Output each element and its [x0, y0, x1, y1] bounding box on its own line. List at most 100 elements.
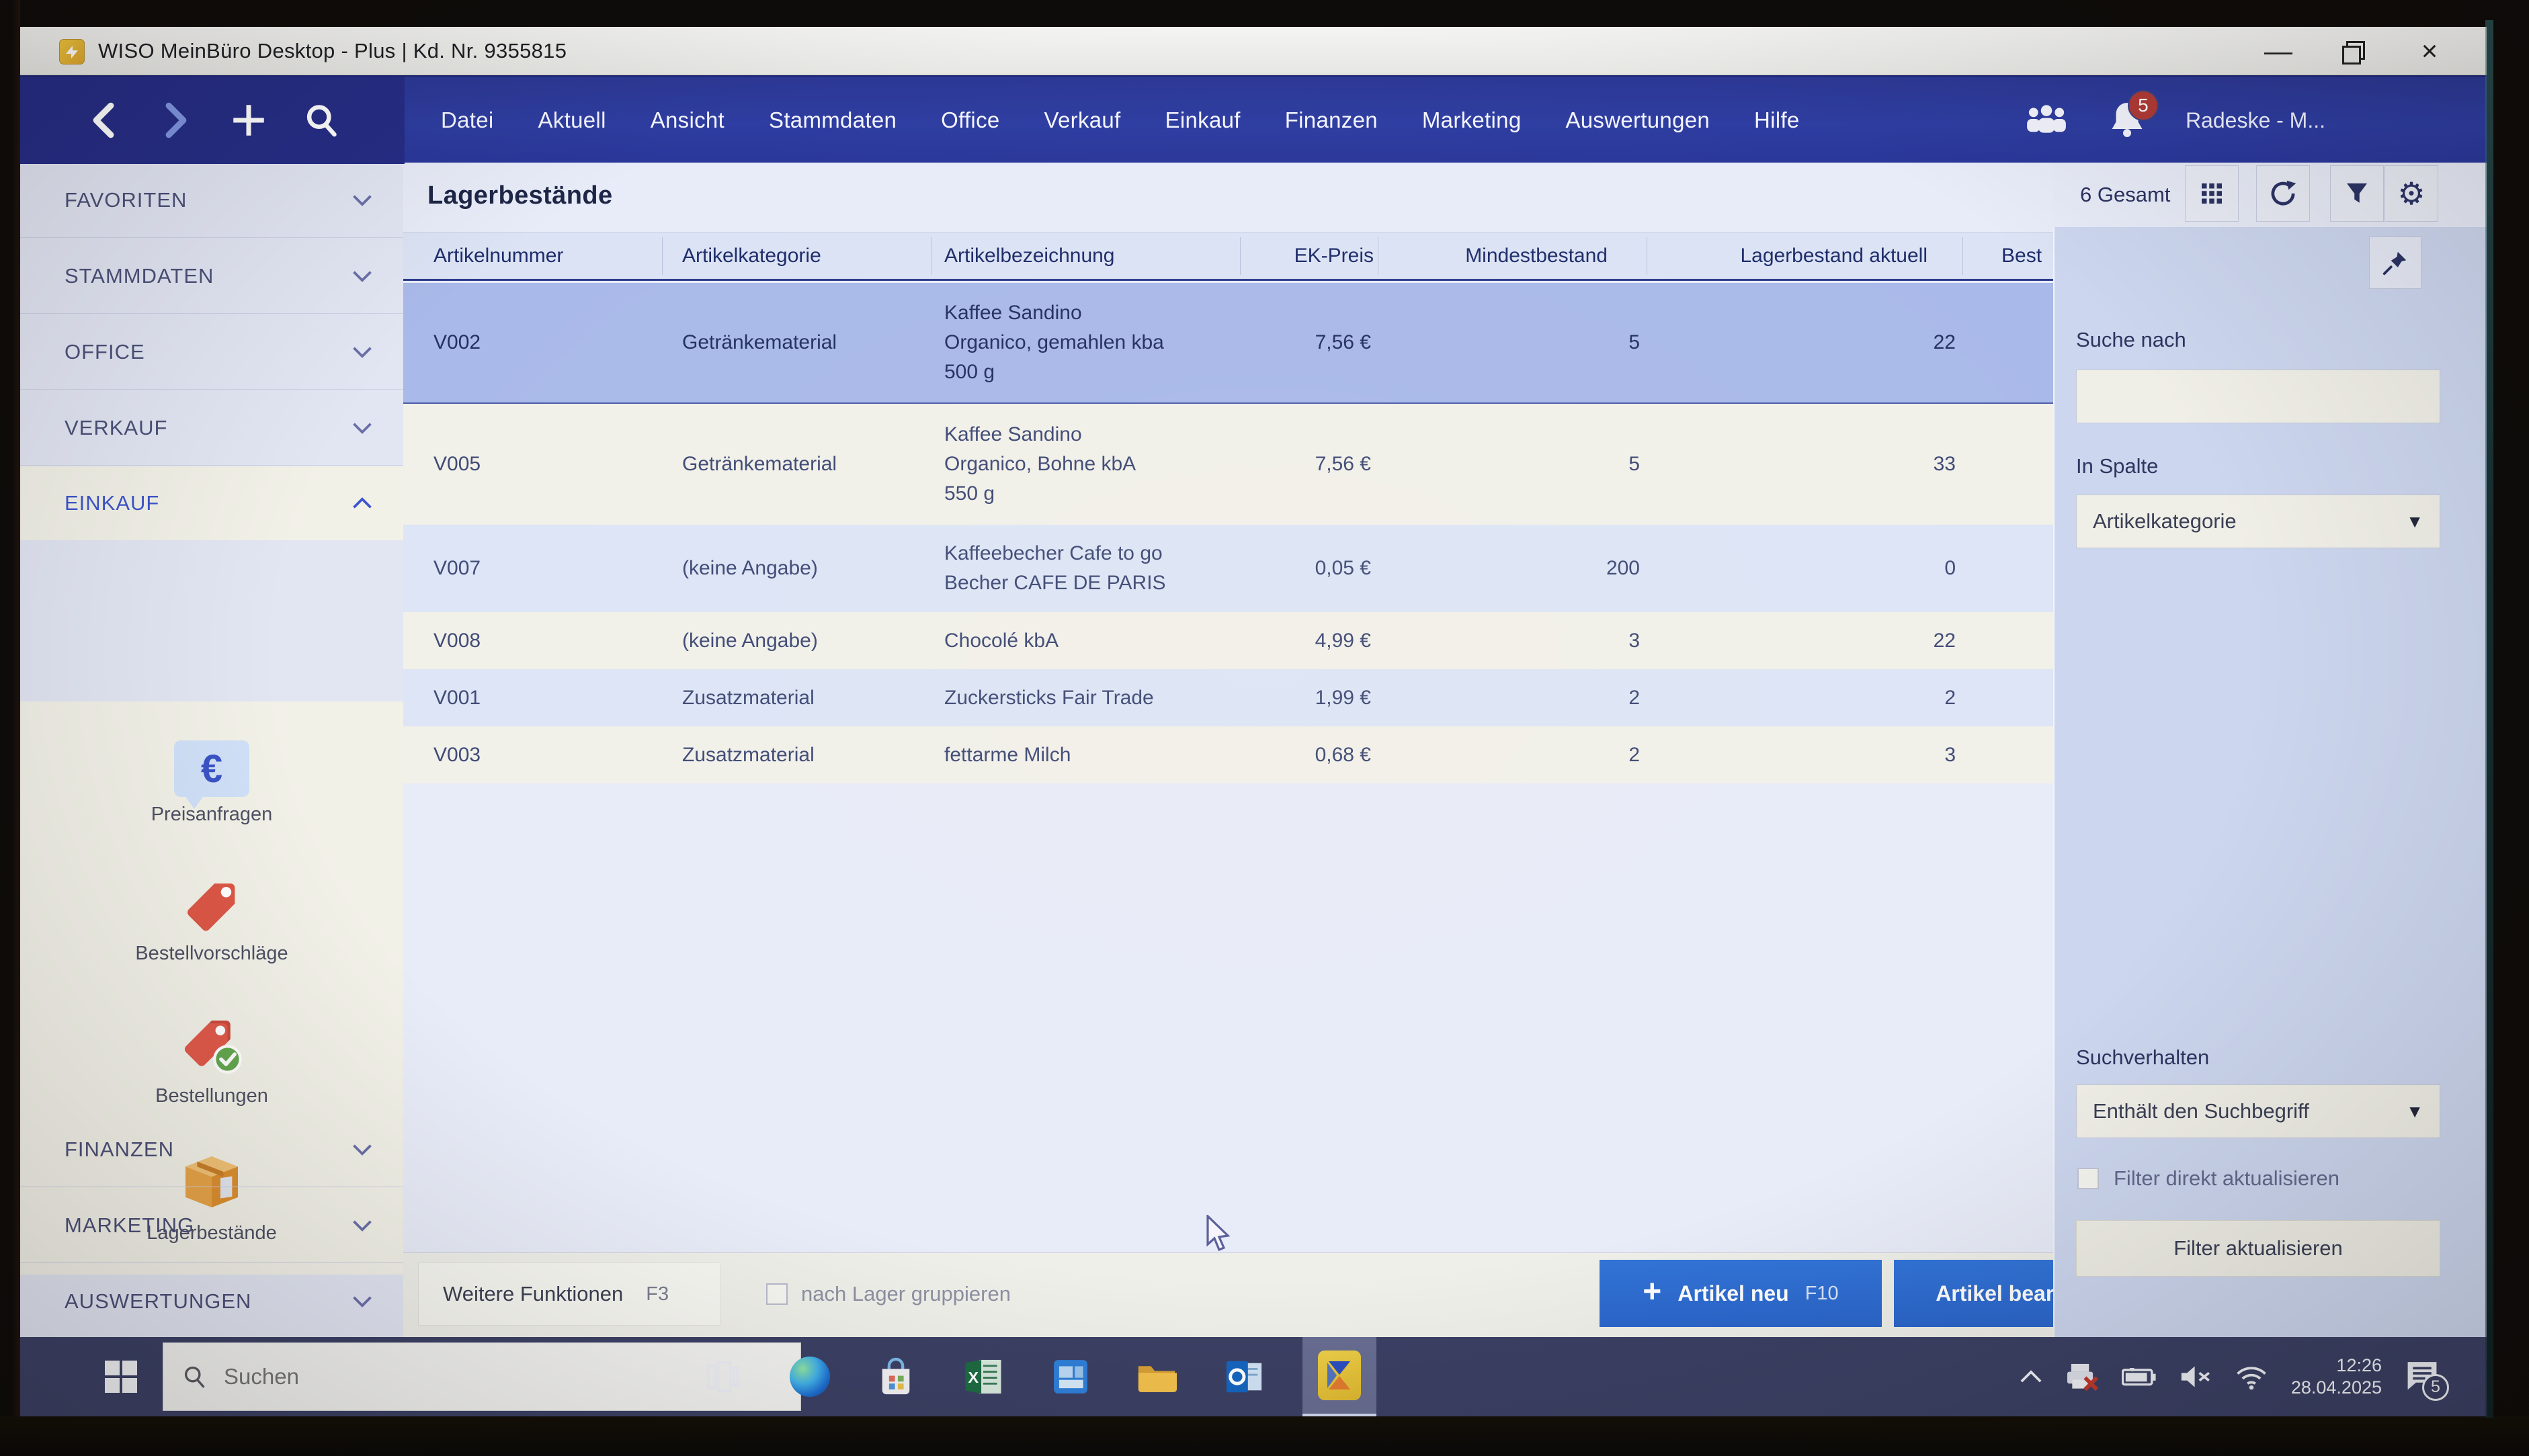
settings-button[interactable]: ⚙ — [2385, 165, 2438, 222]
col-mindestbestand[interactable]: Mindestbestand — [1465, 245, 1608, 267]
sidebar-section-auswertungen[interactable]: AUSWERTUNGEN — [20, 1264, 403, 1339]
table-row[interactable]: V001 Zusatzmaterial Zuckersticks Fair Tr… — [403, 669, 2053, 726]
tray-date: 28.04.2025 — [2290, 1377, 2382, 1398]
suche-nach-label: Suche nach — [2076, 328, 2186, 351]
outlook-button[interactable] — [1220, 1353, 1268, 1400]
sidebar-section-finanzen[interactable]: FINANZEN — [20, 1112, 403, 1187]
tray-chevron-up-icon[interactable] — [2020, 1369, 2042, 1384]
menu-hilfe[interactable]: Hilfe — [1754, 108, 1800, 132]
grid-icon — [2202, 183, 2222, 204]
artikel-bearbeiten-button[interactable]: Artikel bearb — [1894, 1260, 2053, 1327]
plus-icon — [233, 105, 264, 136]
sidebar-item-preisanfragen[interactable]: € Preisanfragen — [20, 740, 403, 826]
excel-button[interactable]: X — [960, 1353, 1007, 1400]
people-icon — [2027, 104, 2066, 133]
col-artikelnummer[interactable]: Artikelnummer — [433, 245, 564, 267]
close-button[interactable]: × — [2421, 34, 2438, 67]
menu-stammdaten[interactable]: Stammdaten — [769, 108, 897, 132]
sidebar-section-office[interactable]: OFFICE — [20, 314, 403, 390]
filter-aktualisieren-button[interactable]: Filter aktualisieren — [2076, 1220, 2440, 1277]
action-center-button[interactable]: 5 — [2405, 1359, 2449, 1401]
pin-button[interactable] — [2369, 237, 2421, 289]
system-tray: 12:26 28.04.2025 5 — [2020, 1337, 2449, 1416]
taskbar-search[interactable] — [163, 1342, 801, 1411]
search-button[interactable] — [298, 97, 345, 144]
notifications-button[interactable]: 5 — [2110, 89, 2159, 140]
menu-office[interactable]: Office — [941, 108, 1000, 132]
chevron-down-icon — [353, 1296, 372, 1308]
in-spalte-label: In Spalte — [2076, 454, 2159, 478]
sidebar-section-verkauf[interactable]: VERKAUF — [20, 390, 403, 466]
restore-button[interactable] — [2319, 27, 2386, 75]
in-spalte-dropdown[interactable]: Artikelkategorie ▼ — [2076, 495, 2440, 548]
menu-finanzen[interactable]: Finanzen — [1284, 108, 1378, 132]
minimize-button[interactable]: — — [2264, 34, 2292, 67]
wifi-icon[interactable] — [2235, 1364, 2268, 1389]
volume-muted-icon[interactable] — [2180, 1363, 2212, 1390]
list-toolbar: 6 Gesamt ⚙ — [2053, 163, 2487, 227]
wiso-app-icon — [59, 39, 85, 65]
menu-datei[interactable]: Datei — [441, 108, 494, 132]
menu-verkauf[interactable]: Verkauf — [1044, 108, 1121, 132]
table-row[interactable]: V003 Zusatzmaterial fettarme Milch 0,68 … — [403, 726, 2053, 783]
sidebar-section-favoriten[interactable]: FAVORITEN — [20, 163, 403, 238]
sidebar-item-bestellungen[interactable]: Bestellungen — [20, 1012, 403, 1107]
file-explorer-button[interactable] — [1133, 1353, 1180, 1400]
window-title: WISO MeinBüro Desktop - Plus | Kd. Nr. 9… — [98, 39, 567, 62]
dropdown-arrow-icon: ▼ — [2406, 511, 2423, 531]
sidebar-section-einkauf[interactable]: EINKAUF — [20, 466, 403, 540]
col-artikelbezeichnung[interactable]: Artikelbezeichnung — [944, 245, 1115, 267]
nach-lager-gruppieren-checkbox[interactable]: nach Lager gruppieren — [766, 1262, 1011, 1326]
start-button[interactable] — [81, 1337, 161, 1416]
taskbar-search-input[interactable] — [224, 1364, 735, 1389]
gear-icon: ⚙ — [2397, 175, 2426, 212]
wiso-taskbar-button[interactable] — [1302, 1337, 1376, 1416]
battery-icon[interactable] — [2121, 1365, 2157, 1388]
store-button[interactable] — [872, 1353, 919, 1400]
artikel-neu-button[interactable]: + Artikel neu F10 — [1600, 1260, 1882, 1327]
filter-button[interactable] — [2330, 165, 2384, 222]
menu-bar: Datei Aktuell Ansicht Stammdaten Office … — [423, 77, 1817, 164]
menu-marketing[interactable]: Marketing — [1421, 108, 1522, 132]
edge-browser-button[interactable] — [786, 1353, 833, 1400]
back-button[interactable] — [80, 97, 127, 144]
blue-app-button[interactable] — [1047, 1353, 1094, 1400]
menu-einkauf[interactable]: Einkauf — [1165, 108, 1241, 132]
suchverhalten-label: Suchverhalten — [2076, 1045, 2210, 1069]
euro-bubble-icon: € — [174, 740, 249, 809]
col-bestand-cut[interactable]: Best — [2001, 245, 2042, 267]
nav-history-bar — [20, 77, 405, 164]
refresh-button[interactable] — [2256, 165, 2310, 222]
sidebar-section-stammdaten[interactable]: STAMMDATEN — [20, 239, 403, 314]
table-body: V002 Getränkematerial Kaffee Sandino Org… — [403, 283, 2053, 783]
table-row[interactable]: V008 (keine Angabe) Chocolé kbA 4,99 € 3… — [403, 612, 2053, 669]
printer-error-icon[interactable] — [2065, 1362, 2099, 1391]
col-ek-preis[interactable]: EK-Preis — [1294, 245, 1374, 267]
app-navbar: Datei Aktuell Ansicht Stammdaten Office … — [20, 75, 2487, 164]
sidebar-item-lagerbestaende[interactable]: Lagerbestände — [20, 1150, 403, 1244]
sidebar-item-bestellvorschlaege[interactable]: Bestellvorschläge — [20, 875, 403, 965]
table-row[interactable]: V005 Getränkematerial Kaffee Sandino Org… — [403, 404, 2053, 525]
table-row[interactable]: V007 (keine Angabe) Kaffeebecher Cafe to… — [403, 525, 2053, 612]
menu-aktuell[interactable]: Aktuell — [538, 108, 606, 132]
suche-nach-input[interactable] — [2076, 370, 2440, 423]
col-lagerbestand-aktuell[interactable]: Lagerbestand aktuell — [1740, 245, 1927, 267]
sidebar-section-marketing[interactable]: MARKETING — [20, 1188, 403, 1263]
col-artikelkategorie[interactable]: Artikelkategorie — [682, 245, 821, 267]
menu-ansicht[interactable]: Ansicht — [650, 108, 725, 132]
add-button[interactable] — [225, 97, 272, 144]
table-row[interactable]: V002 Getränkematerial Kaffee Sandino Org… — [403, 283, 2053, 404]
users-button[interactable] — [2024, 103, 2069, 138]
blue-app-icon — [1054, 1360, 1087, 1394]
clock[interactable]: 12:26 28.04.2025 — [2291, 1355, 2382, 1399]
user-menu[interactable]: Radeske - M... — [2185, 108, 2325, 132]
grid-view-button[interactable] — [2185, 165, 2239, 222]
suchverhalten-dropdown[interactable]: Enthält den Suchbegriff ▼ — [2076, 1084, 2440, 1138]
checkbox-icon — [766, 1283, 788, 1305]
action-bar: Weitere Funktionen F3 nach Lager gruppie… — [403, 1252, 2053, 1337]
forward-button[interactable] — [153, 97, 200, 144]
menu-auswertungen[interactable]: Auswertungen — [1565, 108, 1710, 132]
weitere-funktionen-button[interactable]: Weitere Funktionen F3 — [418, 1262, 720, 1326]
filter-direkt-checkbox[interactable]: Filter direkt aktualisieren — [2077, 1166, 2339, 1191]
task-view-button[interactable] — [699, 1353, 746, 1400]
